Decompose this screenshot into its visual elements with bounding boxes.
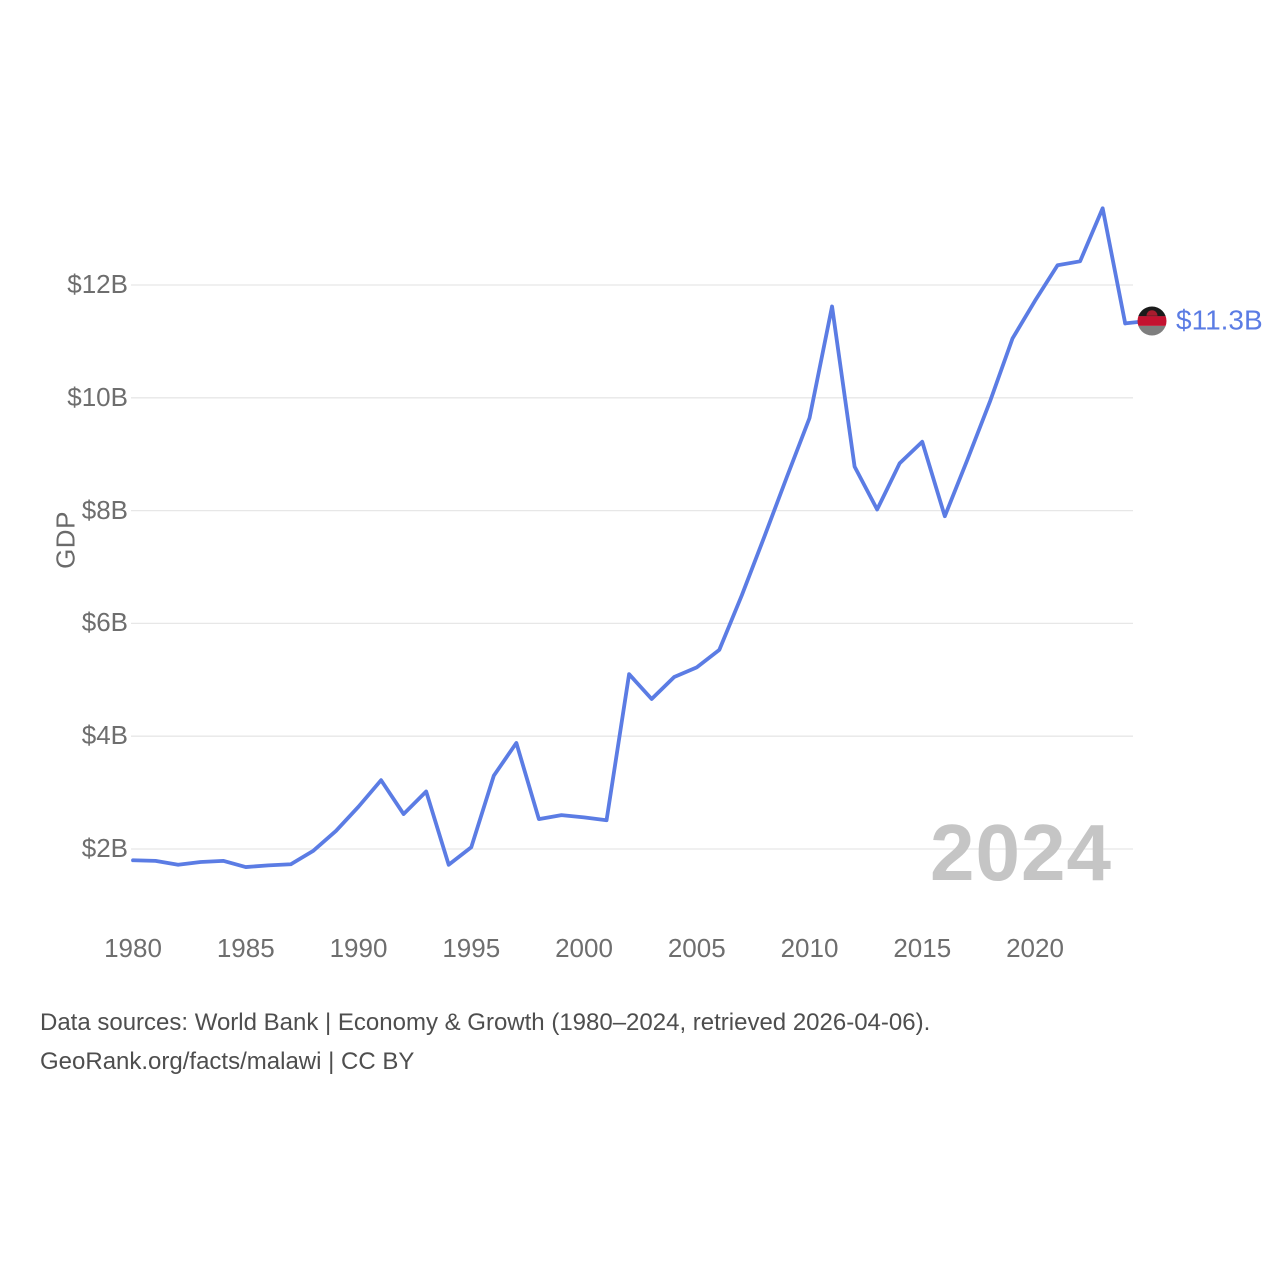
source-line-1: Data sources: World Bank | Economy & Gro… (40, 1009, 931, 1036)
y-tick-label: $12B (67, 268, 128, 299)
x-tick-label: 1990 (329, 933, 388, 963)
x-tick-label: 2010 (780, 933, 839, 963)
y-tick-label: $2B (81, 832, 128, 863)
latest-value-label: $11.3B (1176, 304, 1263, 336)
gdp-line-series[interactable] (131, 206, 1128, 869)
x-tick-label: 2015 (893, 933, 952, 963)
source-attribution: Data sources: World Bank | Economy & Gro… (40, 1003, 930, 1081)
y-tick-label: $10B (67, 381, 128, 412)
y-tick-label: $8B (81, 494, 128, 525)
flag-stripe-red (1137, 316, 1167, 326)
flag-rising-sun (1146, 310, 1158, 316)
malawi-flag-icon[interactable] (1137, 306, 1168, 337)
x-tick-label: 1995 (442, 933, 501, 963)
flag-stripe-bottom (1137, 325, 1167, 336)
y-axis-title: GDP (50, 511, 81, 569)
x-tick-label: 2005 (667, 933, 726, 963)
y-tick-label: $4B (81, 720, 128, 751)
x-tick-label: 1980 (104, 933, 162, 963)
y-tick-label: $6B (81, 607, 128, 638)
line-end-connector (1123, 319, 1142, 326)
x-tick-label: 2000 (555, 933, 613, 963)
x-tick-label: 1985 (216, 933, 275, 963)
gridlines (131, 284, 1133, 850)
year-watermark: 2024 (930, 808, 1112, 897)
source-line-2: GeoRank.org/facts/malawi | CC BY (40, 1048, 415, 1075)
x-tick-label: 2020 (1006, 933, 1064, 963)
